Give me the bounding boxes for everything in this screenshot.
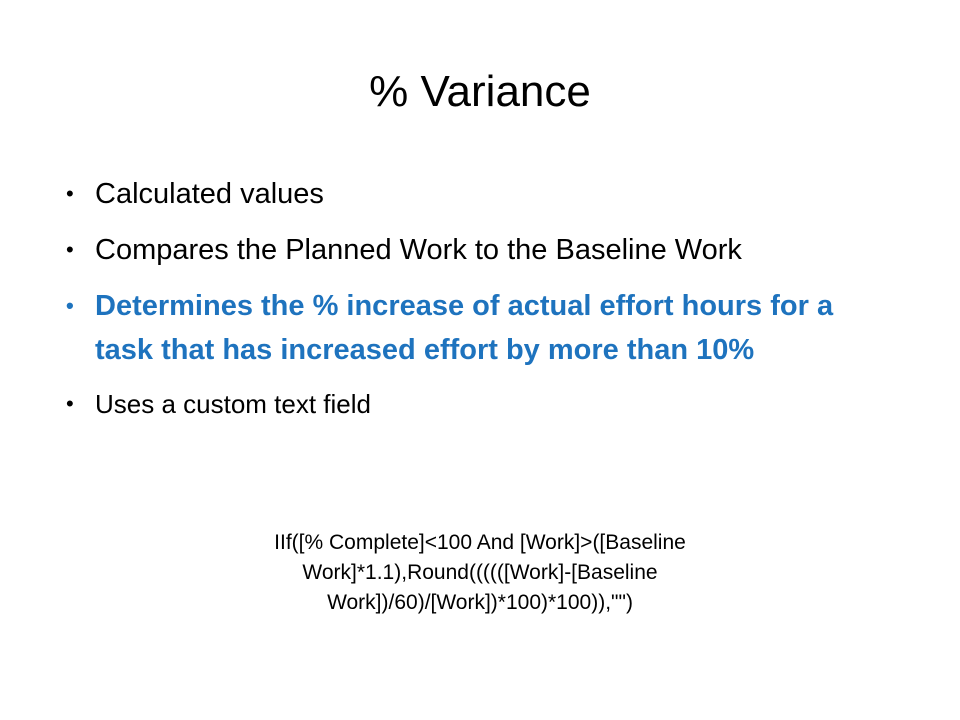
formula: IIf([% Complete]<100 And [Work]>([Baseli… (274, 531, 686, 614)
bullet-item: Uses a custom text field (66, 384, 886, 424)
bullet-item: Determines the % increase of actual effo… (66, 284, 886, 372)
slide-title: % Variance (369, 67, 591, 116)
bullet-item: Compares the Planned Work to the Baselin… (66, 228, 886, 272)
bullet-list: Calculated values Compares the Planned Wo… (66, 172, 886, 428)
bullet-item: Calculated values (66, 172, 886, 216)
